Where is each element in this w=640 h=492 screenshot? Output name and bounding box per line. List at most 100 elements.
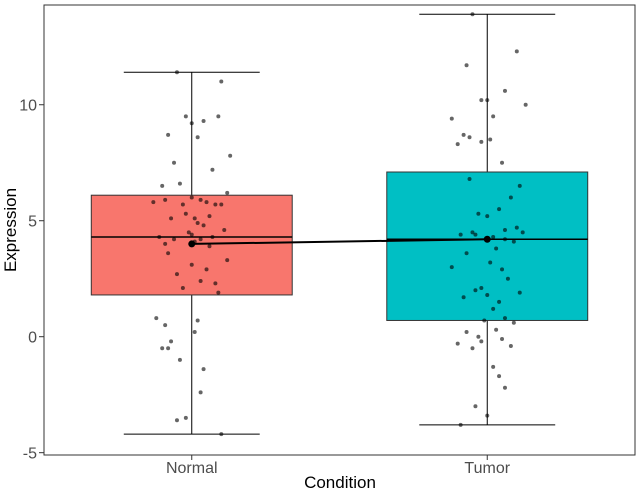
data-point xyxy=(485,292,490,297)
data-point xyxy=(180,285,185,290)
data-point xyxy=(198,237,203,242)
data-point xyxy=(210,234,215,239)
data-point xyxy=(511,239,516,244)
data-point xyxy=(500,160,505,165)
data-point xyxy=(458,422,463,427)
data-point xyxy=(219,79,224,84)
data-point xyxy=(204,200,209,205)
data-point xyxy=(201,367,206,372)
data-point xyxy=(219,202,224,207)
data-point xyxy=(174,418,179,423)
data-point xyxy=(523,102,528,107)
y-axis-title: Expression xyxy=(1,188,20,272)
data-point xyxy=(482,318,487,323)
data-point xyxy=(219,432,224,437)
data-point xyxy=(511,320,516,325)
data-point xyxy=(166,346,171,351)
data-point xyxy=(154,316,159,321)
data-point xyxy=(198,197,203,202)
data-point xyxy=(163,241,168,246)
mean-point xyxy=(188,240,196,248)
data-point xyxy=(497,207,502,212)
data-point xyxy=(163,323,168,328)
data-point xyxy=(497,299,502,304)
data-point xyxy=(473,404,478,409)
data-point xyxy=(508,343,513,348)
data-point xyxy=(163,197,168,202)
data-point xyxy=(189,195,194,200)
data-point xyxy=(166,251,171,256)
data-point xyxy=(491,306,496,311)
data-point xyxy=(449,265,454,270)
y-axis: -5 0 5 10 xyxy=(19,98,44,463)
data-point xyxy=(502,228,507,232)
data-point xyxy=(491,114,496,119)
data-point xyxy=(502,88,507,93)
data-point xyxy=(470,230,475,235)
data-point xyxy=(500,267,505,272)
data-point xyxy=(461,295,466,300)
data-point xyxy=(479,285,484,290)
data-point xyxy=(192,330,197,335)
mean-line xyxy=(191,238,488,245)
data-point xyxy=(189,262,194,267)
data-point xyxy=(470,12,475,17)
data-point xyxy=(517,290,522,295)
data-point xyxy=(479,98,484,103)
data-point xyxy=(228,153,233,158)
data-point xyxy=(455,142,460,147)
data-point xyxy=(464,330,469,335)
data-point xyxy=(488,137,493,142)
data-point xyxy=(183,415,188,420)
data-point xyxy=(479,339,484,344)
data-point xyxy=(198,390,203,395)
data-point xyxy=(449,116,454,121)
data-point xyxy=(473,232,478,237)
data-point xyxy=(458,232,463,237)
data-point xyxy=(476,334,481,339)
points-layer xyxy=(151,12,528,437)
x-tick-label: Normal xyxy=(166,460,218,477)
data-point xyxy=(186,230,191,235)
data-point xyxy=(502,385,507,390)
data-point xyxy=(172,237,177,242)
data-point xyxy=(500,337,505,342)
x-axis: Normal Tumor xyxy=(166,455,511,477)
data-point xyxy=(464,63,469,68)
data-point xyxy=(517,183,522,188)
data-point xyxy=(216,290,221,295)
data-point xyxy=(183,211,188,216)
data-point xyxy=(201,223,206,228)
data-point xyxy=(160,183,165,188)
data-point xyxy=(497,374,502,379)
data-point xyxy=(514,49,519,54)
data-point xyxy=(491,364,496,369)
data-point xyxy=(476,211,481,216)
mean-point xyxy=(483,235,491,243)
data-point xyxy=(207,244,212,249)
data-point xyxy=(207,214,212,219)
data-point xyxy=(195,135,200,140)
data-point xyxy=(485,98,490,103)
y-tick-label: 0 xyxy=(28,330,37,347)
data-point xyxy=(166,132,171,137)
data-point xyxy=(204,267,209,272)
data-point xyxy=(189,121,194,126)
data-point xyxy=(479,139,484,144)
data-point xyxy=(169,339,174,344)
data-point xyxy=(180,202,185,207)
data-point xyxy=(455,341,460,346)
data-point xyxy=(502,237,507,242)
data-point xyxy=(491,234,496,239)
data-point xyxy=(470,346,475,351)
data-point xyxy=(213,202,218,207)
data-point xyxy=(485,413,490,418)
y-tick-label: 5 xyxy=(28,214,37,231)
data-point xyxy=(210,167,215,172)
data-point xyxy=(520,230,525,235)
data-point xyxy=(488,260,493,265)
data-point xyxy=(172,160,177,165)
x-axis-title: Condition xyxy=(304,473,376,492)
data-point xyxy=(467,176,472,181)
data-point xyxy=(157,234,162,239)
